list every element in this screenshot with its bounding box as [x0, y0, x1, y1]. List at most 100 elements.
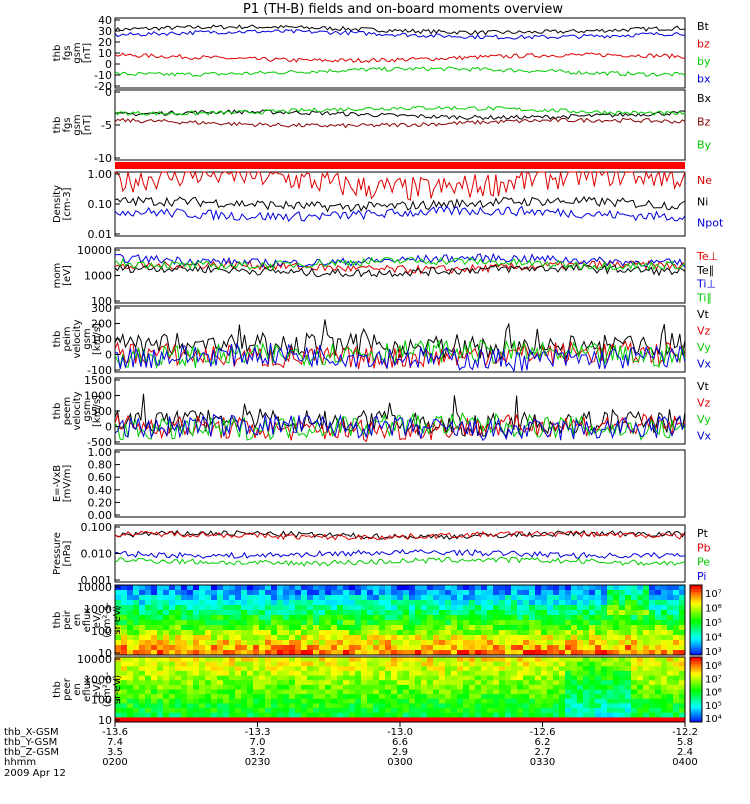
panel-9-cell — [529, 590, 536, 596]
panel-10-cell — [241, 689, 248, 695]
panel-10-cell — [247, 657, 254, 663]
panel-10-cell — [583, 703, 590, 709]
panel-9-cell — [643, 635, 650, 641]
panel-3-series-ni — [114, 195, 686, 213]
panel-10-tick-label: 10000 — [77, 653, 112, 666]
panel-9-cell — [139, 640, 146, 646]
panel-9-cell — [469, 625, 476, 631]
panel-9-cell — [295, 625, 302, 631]
panel-9-cell — [409, 625, 416, 631]
panel-9-cell — [247, 630, 254, 636]
panel-9-cell — [577, 585, 584, 591]
panel-9-cell — [559, 610, 566, 616]
panel-9-cell — [535, 620, 542, 626]
panel-9-cell — [133, 640, 140, 646]
panel-5-series-vt — [114, 319, 686, 361]
panel-9-cell — [211, 615, 218, 621]
panel-9-cell — [343, 635, 350, 641]
panel-10-cell — [145, 689, 152, 695]
panel-10-cell — [475, 708, 482, 714]
panel-9-colorbar-cell — [690, 622, 702, 626]
panel-9-cell — [577, 625, 584, 631]
panel-7-frame — [114, 449, 686, 518]
panel-9-cell — [445, 600, 452, 606]
panel-9-cell — [415, 600, 422, 606]
panel-10-cell — [157, 680, 164, 686]
x-row-value: 0300 — [387, 757, 412, 768]
panel-10-cell — [169, 666, 176, 672]
panel-9-cell — [613, 640, 620, 646]
panel-9-cell — [325, 615, 332, 621]
panel-10-cell — [625, 666, 632, 672]
panel-10-cell — [409, 661, 416, 667]
panel-10-cell — [673, 712, 680, 718]
panel-9-cell — [193, 605, 200, 611]
panel-10-colorbar-cell — [690, 659, 702, 662]
panel-9-cell — [205, 645, 212, 651]
panel-9-cell — [259, 610, 266, 616]
panel-9-cell — [427, 610, 434, 616]
panel-10-cell — [367, 698, 374, 704]
panel-10-cell — [313, 680, 320, 686]
panel-10-cell — [499, 694, 506, 700]
panel-9-cell — [343, 645, 350, 651]
panel-9-cell — [247, 625, 254, 631]
panel-9-cell — [247, 635, 254, 641]
panel-9-cell — [379, 640, 386, 646]
panel-10-cell — [649, 680, 656, 686]
panel-10-cell — [403, 661, 410, 667]
panel-9-cell — [319, 650, 326, 656]
panel-10-cell — [127, 694, 134, 700]
panel-10-colorbar-cell — [690, 687, 702, 690]
panel-10-cell — [565, 675, 572, 681]
panel-10-cell — [571, 661, 578, 667]
panel-10-cell — [517, 694, 524, 700]
panel-10-cell — [493, 698, 500, 704]
panel-9-cell — [301, 610, 308, 616]
panel-3-ylabel: Density — [52, 185, 63, 223]
panel-9-cell — [571, 635, 578, 641]
panel-9-cell — [139, 600, 146, 606]
panel-9-cell — [319, 635, 326, 641]
panel-10-cell — [673, 657, 680, 663]
panel-10-cell — [247, 670, 254, 676]
panel-10-cell — [307, 698, 314, 704]
panel-9-cell — [547, 630, 554, 636]
panel-9-ylabel: sr-eV) — [112, 605, 123, 634]
panel-10-cell — [169, 689, 176, 695]
panel-10-cell — [391, 708, 398, 714]
panel-10-cell — [157, 684, 164, 690]
panel-9-cell — [529, 595, 536, 601]
panel-10-cell — [559, 657, 566, 663]
panel-9-cell — [523, 615, 530, 621]
panel-10-cell — [601, 698, 608, 704]
panel-9-cell — [631, 590, 638, 596]
panel-10-cell — [439, 666, 446, 672]
panel-10-cell — [475, 657, 482, 663]
panel-10-cell — [361, 703, 368, 709]
panel-10-cell — [199, 717, 206, 723]
panel-9-cell — [607, 645, 614, 651]
panel-10-cell — [385, 694, 392, 700]
panel-10-cell — [667, 657, 674, 663]
panel-9-cell — [283, 615, 290, 621]
panel-10-cell — [529, 675, 536, 681]
panel-9-cell — [115, 590, 122, 596]
panel-10-cell — [175, 670, 182, 676]
panel-9-cell — [361, 650, 368, 656]
panel-10-cell — [619, 684, 626, 690]
panel-9-cell — [403, 645, 410, 651]
panel-9-cell — [367, 630, 374, 636]
panel-9-cell — [541, 585, 548, 591]
panel-9-cell — [139, 605, 146, 611]
panel-10-cell — [553, 694, 560, 700]
panel-9-cell — [223, 625, 230, 631]
panel-10-cell — [163, 698, 170, 704]
panel-10-cell — [361, 712, 368, 718]
panel-9-cell — [541, 595, 548, 601]
panel-10-cell — [565, 717, 572, 723]
panel-10-cell — [547, 698, 554, 704]
panel-9-cell — [571, 585, 578, 591]
panel-9-cell — [289, 585, 296, 591]
panel-10-cell — [451, 708, 458, 714]
